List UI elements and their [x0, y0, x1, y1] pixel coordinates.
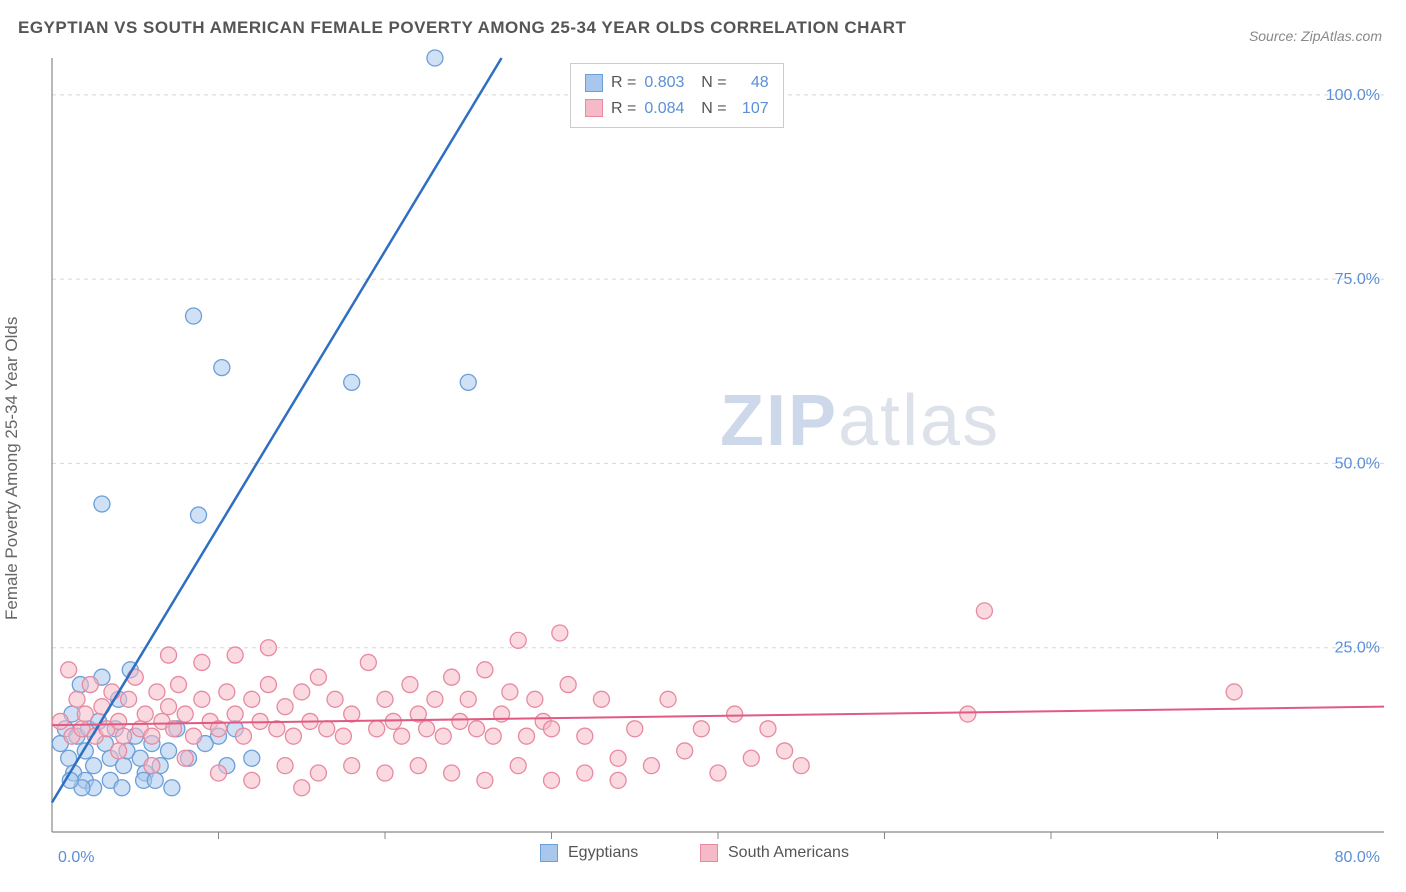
n-label: N =	[692, 70, 726, 96]
svg-text:0.0%: 0.0%	[58, 849, 94, 866]
r-label: R =	[611, 70, 636, 96]
n-label: N =	[692, 96, 726, 122]
correlation-scatter-chart: 25.0% 50.0% 75.0% 100.0% 0.0% 80.0%	[0, 0, 1406, 892]
series-label: Egyptians	[568, 844, 638, 862]
correlation-legend: R = 0.803 N = 48 R = 0.084 N = 107	[570, 63, 784, 128]
swatch-icon	[700, 844, 718, 862]
svg-text:25.0%: 25.0%	[1335, 640, 1380, 657]
legend-row-south-americans: R = 0.084 N = 107	[585, 96, 769, 122]
r-value: 0.084	[644, 96, 684, 122]
swatch-icon	[585, 74, 603, 92]
swatch-icon	[585, 99, 603, 117]
svg-text:75.0%: 75.0%	[1335, 271, 1380, 288]
r-value: 0.803	[644, 70, 684, 96]
series-legend-south-americans: South Americans	[700, 844, 849, 862]
svg-text:100.0%: 100.0%	[1326, 87, 1380, 104]
series-legend-egyptians: Egyptians	[540, 844, 638, 862]
swatch-icon	[540, 844, 558, 862]
series-label: South Americans	[728, 844, 849, 862]
svg-text:80.0%: 80.0%	[1335, 849, 1380, 866]
legend-row-egyptians: R = 0.803 N = 48	[585, 70, 769, 96]
svg-text:50.0%: 50.0%	[1335, 455, 1380, 472]
n-value: 107	[735, 96, 769, 122]
n-value: 48	[735, 70, 769, 96]
r-label: R =	[611, 96, 636, 122]
